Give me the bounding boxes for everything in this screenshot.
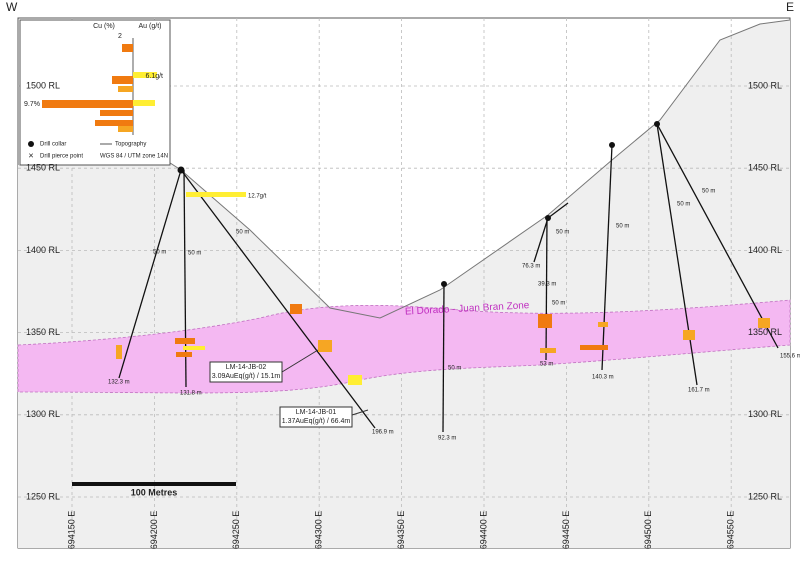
elevation-label: 1450 RL: [748, 163, 782, 173]
elevation-label: 1250 RL: [26, 491, 60, 501]
cu-max: 9.7%: [24, 101, 40, 108]
hole-depth: 131.8 m: [180, 391, 202, 397]
easting-label: 694550 E: [726, 511, 736, 550]
depth-mark: 50 m: [448, 366, 461, 372]
depth-mark: 50 m: [552, 301, 565, 307]
hole: [545, 217, 548, 361]
hole-depth: 155.6 m: [780, 354, 800, 360]
hole: [601, 144, 613, 371]
easting-label: 694250 E: [231, 511, 241, 550]
depth-mark: 50 m: [702, 189, 715, 195]
hole: [183, 169, 187, 388]
legend-item: WGS 84 / UTM zone 14N: [100, 154, 168, 160]
legend-item: Topography: [115, 142, 146, 148]
depth-mark: 50 m: [556, 230, 569, 236]
drill-collar: [177, 166, 185, 174]
legend: Cu (%) Au (g/t) 2 6.1g/t 9.7% Drill coll…: [19, 19, 171, 166]
elevation-label: 1500 RL: [26, 80, 60, 90]
elevation-label: 1350 RL: [26, 327, 60, 337]
hole-depth: 53 m: [540, 362, 553, 368]
drill-collar: [545, 215, 551, 221]
scale-bar: [72, 482, 236, 486]
elevation-label: 1300 RL: [26, 409, 60, 419]
hole-depth: 161.7 m: [688, 388, 710, 394]
elevation-label: 1400 RL: [748, 245, 782, 255]
east: E: [786, 0, 794, 14]
callout: LM-14-JB-02 3.09AuEq(g/t) / 15.1m LM-14-…: [209, 349, 369, 428]
easting-label: 694150 E: [66, 511, 76, 550]
cu-label: Cu (%): [93, 23, 115, 30]
depth-mark: 50 m: [153, 250, 166, 256]
hole-depth: 39.3 m: [538, 282, 556, 288]
legend-item: Drill pierce point: [40, 154, 83, 160]
depth-mark: 50 m: [188, 251, 201, 257]
hole: [547, 202, 569, 219]
easting-label: 694200 E: [149, 511, 159, 550]
hole: [118, 169, 182, 379]
elevation-label: 1400 RL: [26, 245, 60, 255]
easting-label: 694400 E: [478, 511, 488, 550]
hole: [442, 283, 445, 433]
west: W: [6, 0, 18, 14]
callout-result: 3.09AuEq(g/t) / 15.1m: [212, 373, 281, 380]
hole-depth: 140.3 m: [592, 375, 614, 381]
elevation-label: 1500 RL: [748, 80, 782, 90]
hole-depth: 196.9 m: [372, 430, 394, 436]
easting-label: 694500 E: [643, 511, 653, 550]
drill-collar: [609, 142, 615, 148]
hole: [656, 123, 698, 386]
easting-label: 694350 E: [396, 511, 406, 550]
callout-hole: LM-14-JB-02: [226, 364, 267, 371]
au-max: 6.1g/t: [145, 73, 163, 80]
drill-holes: [118, 121, 779, 433]
topography: [149, 19, 791, 319]
rock-fill: [18, 20, 790, 548]
depth-mark: 50 m: [616, 224, 629, 230]
elevation-label: 1250 RL: [748, 491, 782, 501]
hole-depth: 92.3 m: [438, 436, 456, 442]
hole-depth: 76.3 m: [522, 264, 540, 270]
callout-result: 1.37AuEq(g/t) / 66.4m: [282, 418, 351, 425]
scale-label: 100 Metres: [131, 487, 178, 497]
svg-text:×: ×: [28, 150, 33, 160]
callout-hole: LM-14-JB-01: [296, 409, 337, 416]
grid: [18, 18, 790, 548]
drill-collar: [441, 281, 447, 287]
elevation-label: 1450 RL: [26, 163, 60, 173]
easting-label: 694450 E: [561, 511, 571, 550]
depth-mark: 50 m: [236, 230, 249, 236]
easting-label: 694300 E: [314, 511, 324, 550]
hole: [656, 123, 779, 349]
assay-label: 12.7g/t: [248, 194, 267, 200]
hole: [533, 217, 549, 263]
assay-intervals: [116, 192, 770, 385]
legend-item: Drill collar: [40, 142, 66, 148]
hole-depth: 132.3 m: [108, 380, 130, 386]
scale-tick: 2: [118, 33, 122, 40]
depth-mark: 50 m: [677, 202, 690, 208]
hole: [180, 169, 376, 429]
au-label: Au (g/t): [139, 23, 162, 30]
drill-collar: [654, 121, 660, 127]
elevation-label: 1350 RL: [748, 327, 782, 337]
elevation-label: 1300 RL: [748, 409, 782, 419]
